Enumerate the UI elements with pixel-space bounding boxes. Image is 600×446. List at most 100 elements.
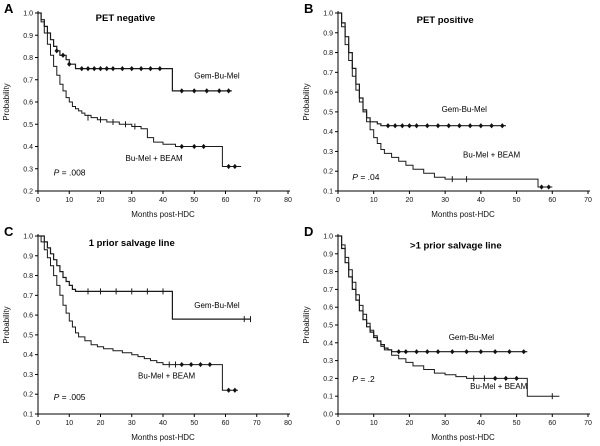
svg-text:0.7: 0.7 xyxy=(23,293,33,300)
svg-text:30: 30 xyxy=(441,420,449,427)
svg-text:0.8: 0.8 xyxy=(23,55,33,62)
svg-text:Probability: Probability xyxy=(302,83,311,120)
svg-text:0.1: 0.1 xyxy=(23,412,33,419)
svg-text:0.6: 0.6 xyxy=(23,313,33,320)
panel-a-pet-negative: A 0 10 20 30 40 50 60 70 80 0.2 0.3 0.4 0.5 0.6 0.7 0.8… xyxy=(0,0,300,223)
svg-text:0.7: 0.7 xyxy=(323,70,333,77)
svg-text:Gem-Bu-Mel: Gem-Bu-Mel xyxy=(194,72,240,81)
svg-text:0.4: 0.4 xyxy=(323,340,333,347)
panel-d-multi-prior-salvage: D 0 10 20 30 40 50 60 70 0.0 0.1 0.2 0.3 0.4 0.5 0.6 0.… xyxy=(300,223,600,446)
svg-text:Months post-HDC: Months post-HDC xyxy=(431,433,495,442)
svg-text:0: 0 xyxy=(336,420,340,427)
svg-text:20: 20 xyxy=(406,197,414,204)
svg-text:1 prior salvage line: 1 prior salvage line xyxy=(89,238,175,249)
svg-text:P = .04: P = .04 xyxy=(352,172,379,182)
svg-text:P = .005: P = .005 xyxy=(54,392,86,402)
svg-text:Months post-HDC: Months post-HDC xyxy=(431,210,495,219)
panel-letter-d: D xyxy=(304,224,314,239)
svg-text:0.7: 0.7 xyxy=(323,287,333,294)
svg-text:0.9: 0.9 xyxy=(323,251,333,258)
svg-text:70: 70 xyxy=(584,420,592,427)
svg-text:Bu-Mel + BEAM: Bu-Mel + BEAM xyxy=(138,371,195,380)
svg-text:P = .008: P = .008 xyxy=(54,167,86,177)
svg-text:0.3: 0.3 xyxy=(23,372,33,379)
survival-plot-one-prior-salvage: 0 10 20 30 40 50 60 70 80 0.1 0.2 0.3 0.4 0.5 0.6 0.7 0.… xyxy=(2,234,292,443)
panel-letter-b: B xyxy=(304,1,314,16)
panel-letter-c: C xyxy=(4,224,14,239)
svg-text:0.2: 0.2 xyxy=(23,392,33,399)
svg-text:0.8: 0.8 xyxy=(323,269,333,276)
svg-text:Probability: Probability xyxy=(2,83,11,120)
svg-text:0.2: 0.2 xyxy=(323,376,333,383)
svg-text:0.9: 0.9 xyxy=(23,253,33,260)
svg-text:30: 30 xyxy=(128,197,136,204)
svg-text:10: 10 xyxy=(65,197,73,204)
svg-text:50: 50 xyxy=(513,197,521,204)
svg-text:50: 50 xyxy=(190,197,198,204)
svg-text:1.0: 1.0 xyxy=(323,234,333,241)
svg-text:Bu-Mel + BEAM: Bu-Mel + BEAM xyxy=(126,154,183,163)
svg-text:60: 60 xyxy=(222,420,230,427)
svg-text:Months post-HDC: Months post-HDC xyxy=(131,210,195,219)
svg-text:10: 10 xyxy=(65,420,73,427)
svg-text:Probability: Probability xyxy=(2,306,11,343)
svg-text:10: 10 xyxy=(370,420,378,427)
svg-text:Gem-Bu-Mel: Gem-Bu-Mel xyxy=(442,105,488,114)
svg-text:PET positive: PET positive xyxy=(417,15,474,26)
svg-text:0.5: 0.5 xyxy=(323,109,333,116)
svg-text:0.4: 0.4 xyxy=(23,352,33,359)
svg-text:0.9: 0.9 xyxy=(23,33,33,40)
svg-text:0.3: 0.3 xyxy=(323,358,333,365)
svg-text:0.3: 0.3 xyxy=(23,166,33,173)
svg-text:70: 70 xyxy=(584,197,592,204)
svg-text:20: 20 xyxy=(406,420,414,427)
svg-text:60: 60 xyxy=(548,420,556,427)
svg-text:0.2: 0.2 xyxy=(23,189,33,196)
svg-text:1.0: 1.0 xyxy=(323,11,333,18)
svg-text:50: 50 xyxy=(190,420,198,427)
svg-text:Months post-HDC: Months post-HDC xyxy=(131,433,195,442)
svg-text:30: 30 xyxy=(128,420,136,427)
svg-text:Bu-Mel + BEAM: Bu-Mel + BEAM xyxy=(463,150,520,159)
svg-text:50: 50 xyxy=(513,420,521,427)
svg-text:0.6: 0.6 xyxy=(323,90,333,97)
svg-text:1.0: 1.0 xyxy=(23,11,33,18)
svg-text:40: 40 xyxy=(159,197,167,204)
panel-c-one-prior-salvage: C 0 10 20 30 40 50 60 70 80 0.1 0.2 0.3 0.4 0.5 0.6 0.7… xyxy=(0,223,300,446)
svg-text:70: 70 xyxy=(253,420,261,427)
panel-letter-a: A xyxy=(4,1,14,16)
svg-text:80: 80 xyxy=(284,420,292,427)
svg-text:Gem-Bu-Mel: Gem-Bu-Mel xyxy=(194,301,240,310)
panel-b-pet-positive: B 0 10 20 30 40 50 60 70 0.1 0.2 0.3 0.4 0.5 0.6 0.7 0.… xyxy=(300,0,600,223)
svg-text:Gem-Bu-Mel: Gem-Bu-Mel xyxy=(449,333,495,342)
svg-text:0.5: 0.5 xyxy=(323,323,333,330)
svg-text:0.2: 0.2 xyxy=(323,169,333,176)
svg-text:30: 30 xyxy=(441,197,449,204)
svg-text:40: 40 xyxy=(159,420,167,427)
svg-text:1.0: 1.0 xyxy=(23,234,33,241)
svg-text:0.8: 0.8 xyxy=(323,50,333,57)
svg-text:PET negative: PET negative xyxy=(96,13,156,24)
svg-text:0.7: 0.7 xyxy=(23,77,33,84)
svg-text:0.9: 0.9 xyxy=(323,30,333,37)
svg-text:80: 80 xyxy=(284,197,292,204)
svg-text:20: 20 xyxy=(97,420,105,427)
svg-text:0: 0 xyxy=(36,197,40,204)
svg-text:0.8: 0.8 xyxy=(23,273,33,280)
svg-text:0.0: 0.0 xyxy=(323,412,333,419)
svg-text:0.4: 0.4 xyxy=(323,129,333,136)
svg-text:60: 60 xyxy=(222,197,230,204)
svg-text:0: 0 xyxy=(336,197,340,204)
survival-plot-multi-prior-salvage: 0 10 20 30 40 50 60 70 0.0 0.1 0.2 0.3 0.4 0.5 0.6 0.7 0… xyxy=(302,234,592,443)
svg-text:Bu-Mel + BEAM: Bu-Mel + BEAM xyxy=(470,382,527,391)
svg-text:0.5: 0.5 xyxy=(23,332,33,339)
svg-text:70: 70 xyxy=(253,197,261,204)
svg-text:0.1: 0.1 xyxy=(323,189,333,196)
svg-text:0.1: 0.1 xyxy=(323,394,333,401)
svg-text:0.5: 0.5 xyxy=(23,122,33,129)
svg-text:0.4: 0.4 xyxy=(23,144,33,151)
svg-text:P = .2: P = .2 xyxy=(352,374,375,384)
svg-text:0.6: 0.6 xyxy=(323,305,333,312)
svg-text:0.6: 0.6 xyxy=(23,100,33,107)
